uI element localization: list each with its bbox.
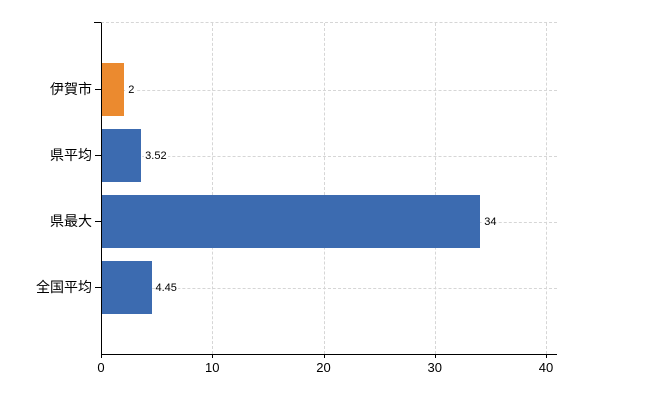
x-tick-label: 40 [538,360,554,375]
x-axis-tick [101,354,102,358]
category-label: 全国平均 [36,278,92,295]
chart-bar [102,261,152,314]
category-gridline [102,155,557,157]
category-label: 県平均 [50,146,92,163]
category-tick [95,154,101,156]
x-tick-label: 20 [316,360,331,375]
category-tick [95,286,101,288]
x-tick-label: 10 [205,360,220,375]
plot-area: 2 3.52 34 4.45 [101,22,557,355]
category-gridline [102,287,557,289]
x-gridline [434,23,436,354]
category-gridline [102,89,557,91]
category-label: 県最大 [50,212,92,229]
chart-bar [102,63,125,116]
x-gridline [546,23,547,354]
category-tick [95,88,101,90]
x-axis-tick [323,354,325,358]
x-axis-tick [212,354,214,358]
bar-value-label: 34 [483,215,498,228]
y-axis-end-tick [94,22,101,23]
x-axis-tick [546,354,547,358]
x-tick-label: 30 [427,360,442,375]
category-label: 伊賀市 [50,80,92,97]
bar-value-label: 4.45 [154,281,178,294]
chart-bar [102,129,142,182]
category-tick [95,220,101,222]
x-axis-tick [434,354,436,358]
x-tick-label: 0 [97,360,105,375]
x-gridline [212,23,214,354]
chart-bar [102,195,481,248]
x-gridline [323,23,325,354]
bar-value-label: 2 [127,83,136,96]
bar-value-label: 3.52 [144,149,168,162]
